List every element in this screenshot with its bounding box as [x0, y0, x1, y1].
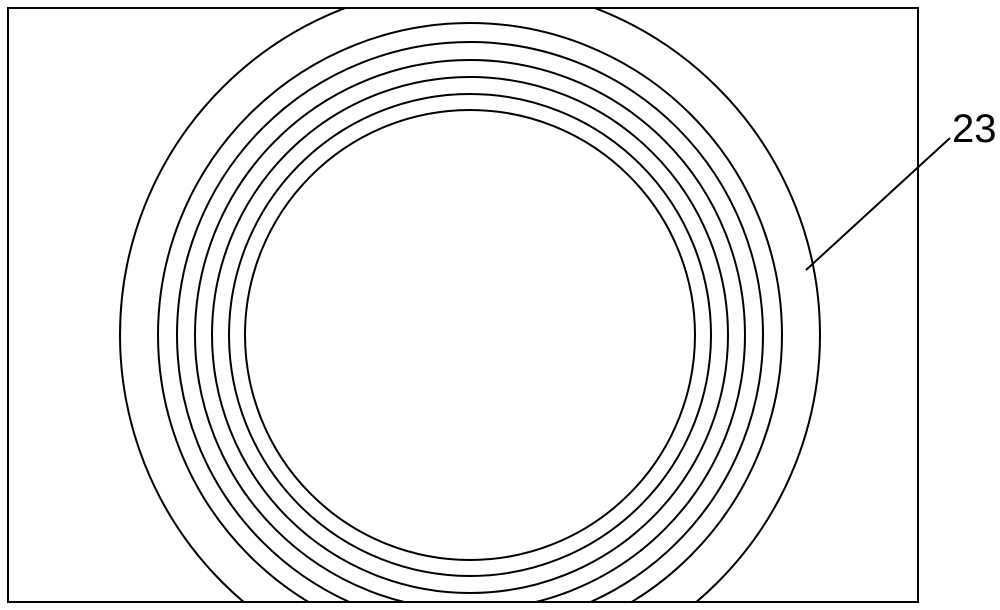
ring-0 — [120, 0, 820, 610]
concentric-circles — [120, 0, 820, 610]
ring-1 — [158, 23, 782, 610]
diagram-figure: 23 — [0, 0, 1000, 610]
ring-4 — [212, 77, 728, 593]
ring-6 — [245, 110, 695, 560]
ring-5 — [229, 94, 711, 576]
ring-3 — [195, 60, 745, 610]
ring-2 — [177, 42, 763, 610]
callout-label: 23 — [952, 107, 997, 151]
leader-line — [806, 138, 950, 270]
